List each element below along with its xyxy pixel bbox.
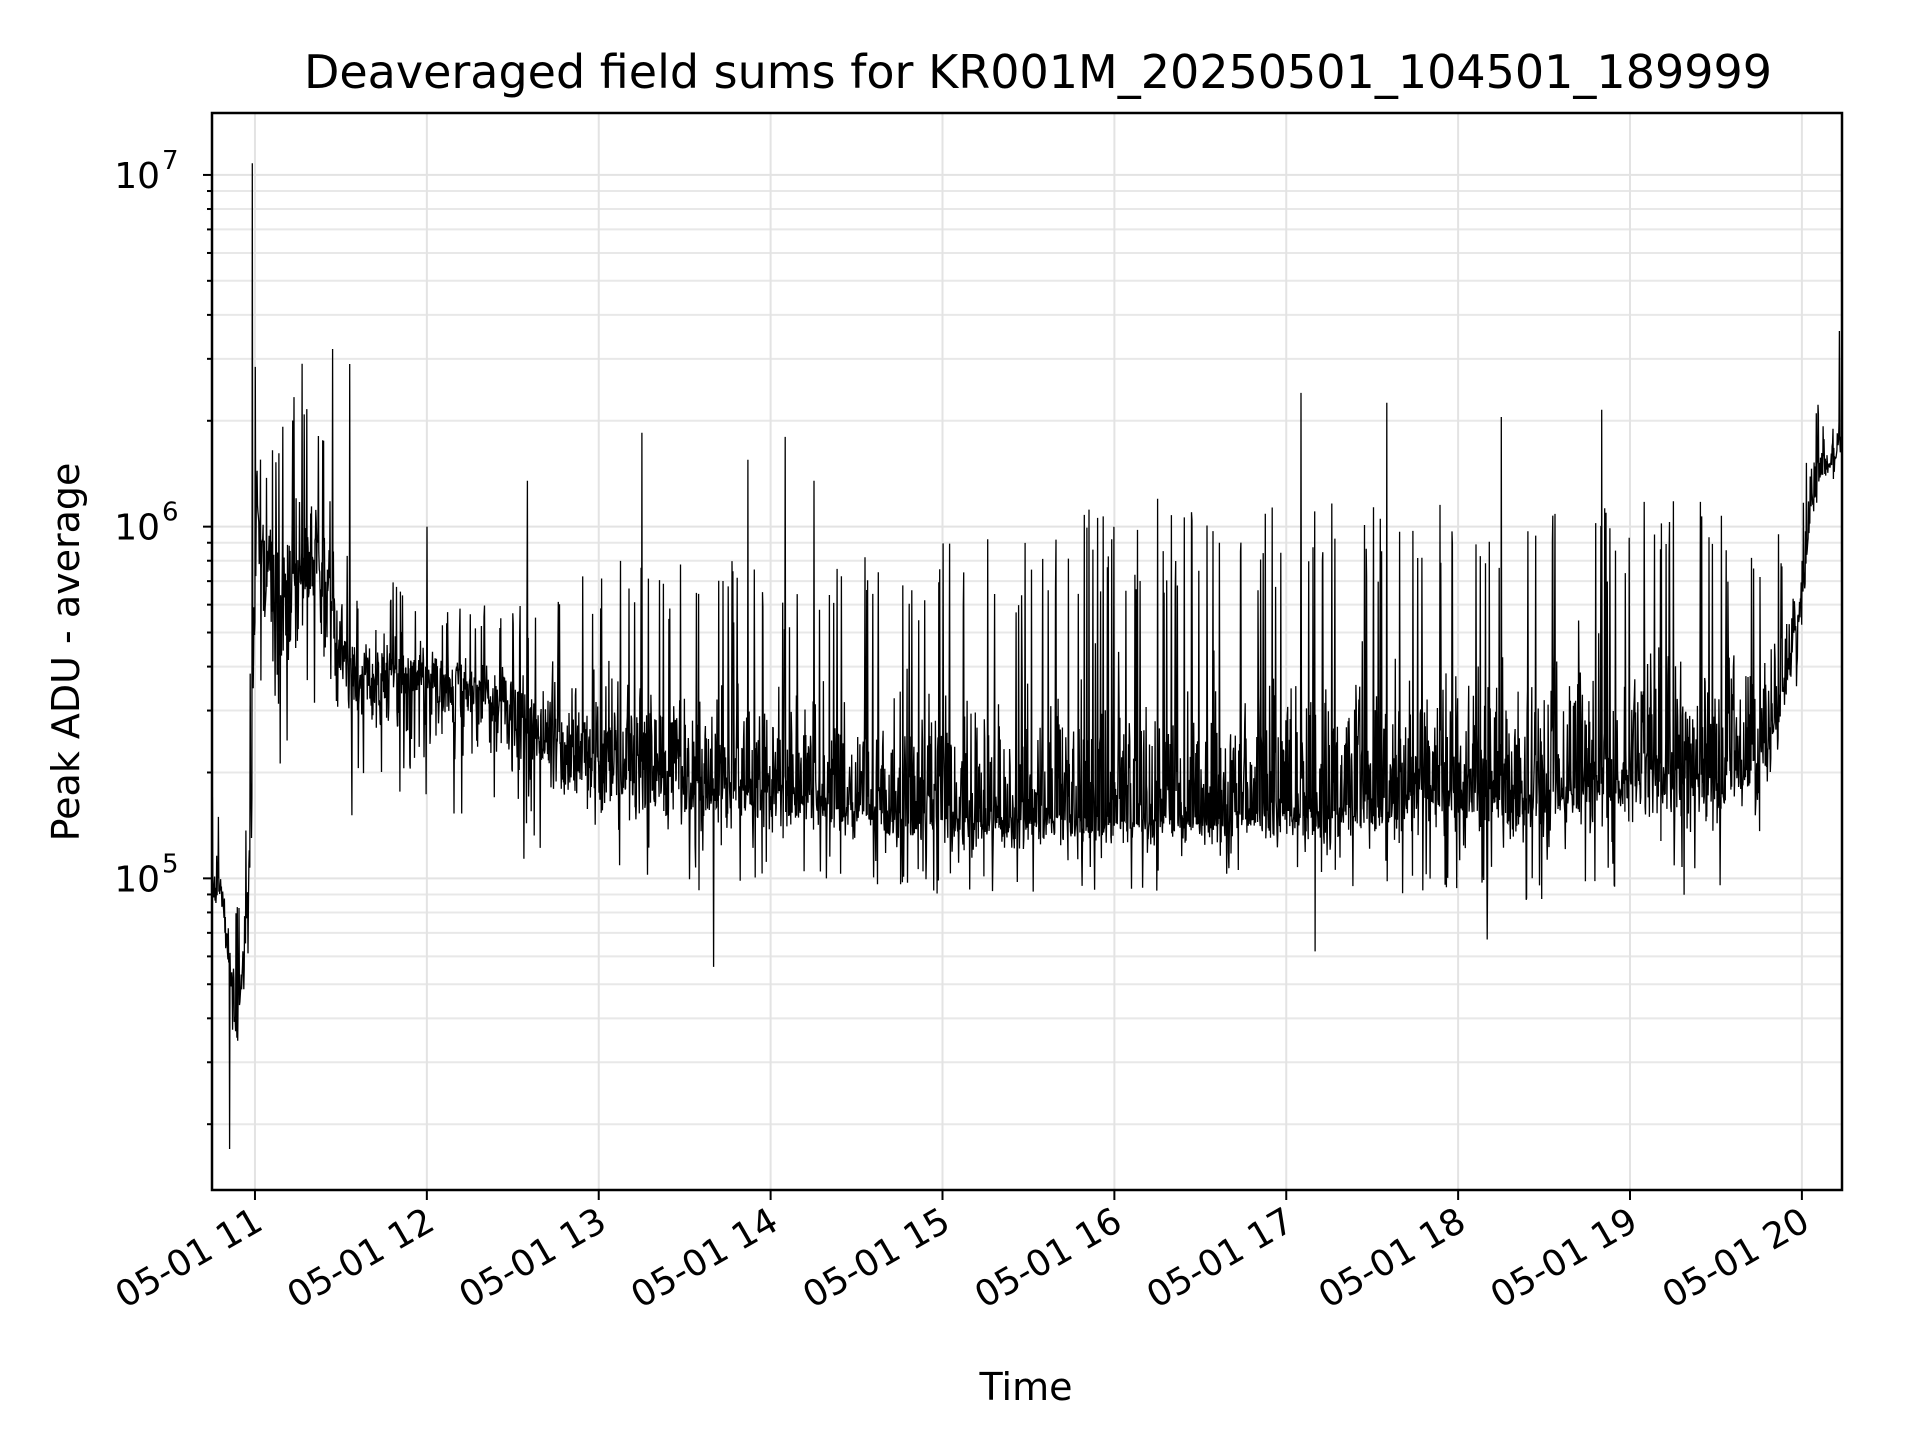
series-layer [211,163,1843,1150]
y-tick-label: 10 [114,859,160,900]
y-tick-label: 10 [114,156,160,197]
y-tick-exponent: 6 [162,498,179,528]
x-axis-label: Time [979,1365,1073,1409]
series-line [211,163,1843,1150]
y-tick-exponent: 7 [162,146,179,176]
plot-frame [210,111,1844,1192]
y-tick-label: 10 [114,508,160,549]
y-axis-label: Peak ADU - average [44,463,88,842]
chart-title: Deaveraged field sums for KR001M_2025050… [304,45,1772,99]
y-tick-exponent: 5 [162,849,179,879]
